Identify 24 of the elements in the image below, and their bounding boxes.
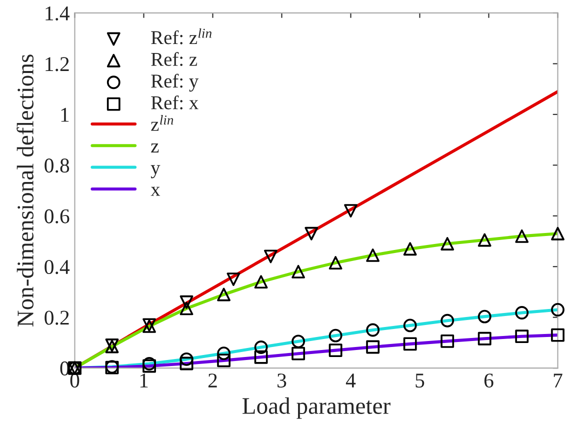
legend-label: Ref: x — [151, 95, 198, 110]
x-tick-label: 4 — [346, 374, 356, 388]
y-tick-label: 0.2 — [44, 310, 69, 325]
x-tick-label: 5 — [416, 374, 424, 388]
legend-label: z — [151, 144, 159, 152]
legend-label: Ref: y — [151, 74, 199, 92]
legend-label: Ref: z — [151, 52, 198, 66]
legend-label: z$^{lin}$ — [151, 115, 174, 131]
y-axis-title: Non-dimensional deflections — [16, 54, 34, 327]
x-tick-label: 2 — [208, 374, 217, 388]
y-tick-label: 1.4 — [46, 6, 70, 21]
x-tick-label: 7 — [554, 374, 562, 388]
y-tick-label: 0.4 — [44, 260, 70, 274]
x-tick-label: 1 — [140, 374, 148, 388]
y-tick-label: 1 — [61, 108, 69, 122]
legend-label: Ref: z$^{lin}$ — [151, 28, 212, 44]
legend-label: y — [150, 165, 160, 178]
y-tick-label: 1.2 — [46, 57, 69, 72]
y-tick-label: 0.6 — [44, 209, 70, 224]
x-tick-label: 6 — [484, 374, 494, 388]
legend-label: x — [150, 186, 160, 196]
y-tick-label: 0.8 — [44, 158, 70, 173]
x-axis-title: Load parameter — [242, 397, 390, 419]
x-tick-label: 3 — [278, 374, 286, 388]
